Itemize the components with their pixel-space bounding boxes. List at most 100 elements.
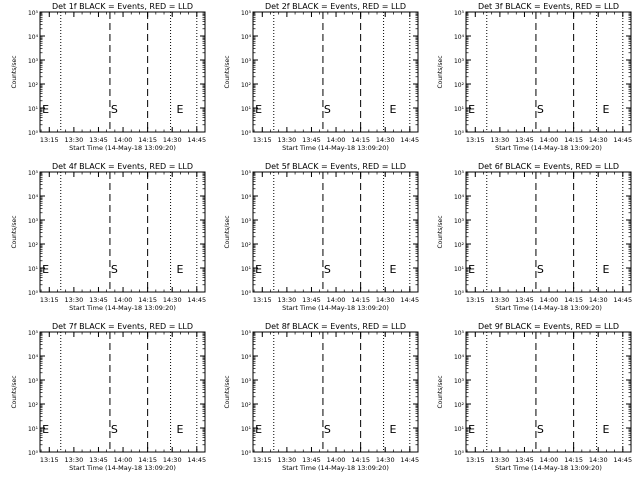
x-tick-label: 13:45 <box>515 136 534 144</box>
x-tick-label: 14:45 <box>613 456 632 464</box>
x-tick-label: 14:30 <box>163 456 182 464</box>
y-tick-label: 10⁵ <box>241 330 252 337</box>
x-tick-label: 14:15 <box>351 136 370 144</box>
x-tick-label: 14:15 <box>564 456 583 464</box>
plot-frame <box>252 11 419 133</box>
x-tick-label: 14:00 <box>327 136 346 144</box>
end-marker-label: E <box>255 423 262 436</box>
chart-panel-1: Det 1f BLACK = Events, RED = LLD 10⁰ 10¹ 10… <box>11 2 206 152</box>
y-tick-label: 10⁰ <box>454 450 465 457</box>
y-tick-label: 10² <box>454 82 465 89</box>
x-tick-label: 13:15 <box>253 136 272 144</box>
plot-frame <box>39 171 206 293</box>
x-tick-label: 13:45 <box>515 456 534 464</box>
y-tick-label: 10¹ <box>454 266 465 273</box>
plot-frame <box>465 11 632 133</box>
chart-title: Det 6f BLACK = Events, RED = LLD <box>478 162 619 171</box>
y-tick-label: 10³ <box>28 218 39 225</box>
x-tick-label: 13:15 <box>253 296 272 304</box>
chart-panel-4: Det 4f BLACK = Events, RED = LLD 10⁰ 10¹ 10… <box>11 162 206 312</box>
x-tick-label: 13:45 <box>515 296 534 304</box>
x-axis-label: Start Time (14-May-18 13:09:20) <box>495 464 602 472</box>
end-marker-label: E <box>468 423 475 436</box>
x-tick-label: 13:30 <box>278 456 297 464</box>
x-tick-label: 14:15 <box>564 136 583 144</box>
chart-panel-2: Det 2f BLACK = Events, RED = LLD 10⁰ 10¹ 10… <box>224 2 419 152</box>
y-tick-label: 10⁰ <box>454 130 465 137</box>
x-tick-label: 13:30 <box>65 296 84 304</box>
y-tick-label: 10² <box>28 82 39 89</box>
x-axis-label: Start Time (14-May-18 13:09:20) <box>495 144 602 152</box>
y-tick-label: 10⁰ <box>241 290 252 297</box>
y-axis-label: Counts/sec <box>224 215 231 248</box>
x-tick-label: 13:15 <box>40 296 59 304</box>
y-tick-label: 10¹ <box>241 266 252 273</box>
y-tick-label: 10² <box>241 402 252 409</box>
end-marker-label: E <box>389 263 396 276</box>
y-tick-label: 10⁰ <box>28 130 39 137</box>
y-tick-label: 10² <box>454 242 465 249</box>
y-tick-label: 10⁴ <box>28 354 39 361</box>
y-axis-label: Counts/sec <box>437 55 444 88</box>
x-tick-label: 13:30 <box>278 136 297 144</box>
end-marker-label: E <box>176 263 183 276</box>
x-axis-label: Start Time (14-May-18 13:09:20) <box>69 304 176 312</box>
plot-frame <box>39 331 206 453</box>
y-axis-label: Counts/sec <box>437 375 444 408</box>
y-tick-label: 10⁴ <box>454 194 465 201</box>
x-tick-label: 14:00 <box>327 296 346 304</box>
y-tick-label: 10⁵ <box>241 170 252 177</box>
x-tick-label: 13:30 <box>491 456 510 464</box>
start-marker-label: S <box>537 423 544 436</box>
x-tick-label: 13:15 <box>466 296 485 304</box>
x-tick-label: 14:30 <box>376 296 395 304</box>
y-tick-label: 10¹ <box>241 106 252 113</box>
y-tick-label: 10² <box>241 82 252 89</box>
x-tick-label: 14:00 <box>114 136 133 144</box>
start-marker-label: S <box>537 103 544 116</box>
x-tick-label: 13:45 <box>89 456 108 464</box>
plot-frame <box>252 331 419 453</box>
y-tick-label: 10¹ <box>28 426 39 433</box>
x-tick-label: 13:30 <box>65 456 84 464</box>
end-marker-label: E <box>255 263 262 276</box>
end-marker-label: E <box>389 103 396 116</box>
x-axis-label: Start Time (14-May-18 13:09:20) <box>282 304 389 312</box>
y-axis-label: Counts/sec <box>224 55 231 88</box>
chart-panel-3: Det 3f BLACK = Events, RED = LLD 10⁰ 10¹ 10… <box>437 2 632 152</box>
x-tick-label: 13:45 <box>302 136 321 144</box>
x-tick-label: 13:15 <box>253 456 272 464</box>
x-tick-label: 14:30 <box>163 136 182 144</box>
end-marker-label: E <box>602 423 609 436</box>
x-tick-label: 14:15 <box>564 296 583 304</box>
x-tick-label: 13:30 <box>491 296 510 304</box>
start-marker-label: S <box>324 423 331 436</box>
x-tick-label: 14:45 <box>400 456 419 464</box>
y-tick-label: 10³ <box>454 218 465 225</box>
y-tick-label: 10² <box>454 402 465 409</box>
x-tick-label: 13:15 <box>40 456 59 464</box>
x-tick-label: 14:15 <box>138 136 157 144</box>
y-tick-label: 10¹ <box>454 106 465 113</box>
chart-title: Det 4f BLACK = Events, RED = LLD <box>52 162 193 171</box>
y-tick-label: 10³ <box>28 378 39 385</box>
y-tick-label: 10⁴ <box>241 194 252 201</box>
x-tick-label: 14:45 <box>187 136 206 144</box>
chart-panel-6: Det 6f BLACK = Events, RED = LLD 10⁰ 10¹ 10… <box>437 162 632 312</box>
start-marker-label: S <box>324 103 331 116</box>
y-tick-label: 10³ <box>241 218 252 225</box>
chart-title: Det 8f BLACK = Events, RED = LLD <box>265 322 406 331</box>
chart-title: Det 2f BLACK = Events, RED = LLD <box>265 2 406 11</box>
x-tick-label: 14:45 <box>613 136 632 144</box>
y-tick-label: 10² <box>28 402 39 409</box>
y-tick-label: 10⁴ <box>454 34 465 41</box>
chart-panel-7: Det 7f BLACK = Events, RED = LLD 10⁰ 10¹ 10… <box>11 322 206 472</box>
chart-title: Det 3f BLACK = Events, RED = LLD <box>478 2 619 11</box>
x-tick-label: 14:15 <box>351 456 370 464</box>
x-tick-label: 14:00 <box>540 456 559 464</box>
y-tick-label: 10⁰ <box>241 130 252 137</box>
y-tick-label: 10¹ <box>28 266 39 273</box>
y-tick-label: 10⁵ <box>454 330 465 337</box>
y-tick-label: 10⁰ <box>28 450 39 457</box>
x-tick-label: 14:30 <box>376 456 395 464</box>
